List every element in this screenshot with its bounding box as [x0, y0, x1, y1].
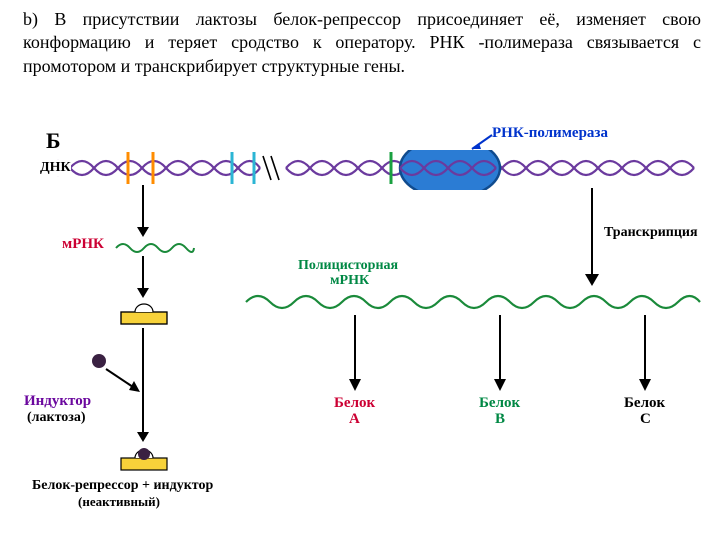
protein-c-top: Белок: [624, 395, 665, 412]
inductor-merge-arrow: [100, 365, 146, 399]
protein-a-arrow: [345, 315, 365, 393]
protein-b-top: Белок: [479, 395, 520, 412]
transcription-label: Транскрипция: [604, 225, 698, 241]
poly-mrna-wave: [244, 290, 704, 314]
repressor2-shape: [119, 444, 169, 474]
mrnk-label: мРНК: [62, 236, 104, 253]
rnk-poly-label: РНК-полимераза: [492, 125, 608, 142]
repressor-label-bot: (неактивный): [78, 494, 160, 510]
protein-b-arrow: [490, 315, 510, 393]
to-repressor1-arrow: [133, 256, 153, 300]
header-text: b) В присутствии лактозы белок-репрессор…: [23, 8, 701, 78]
protein-a-bot: А: [349, 411, 360, 428]
transcription-arrow: [580, 188, 604, 288]
poly-mrnk-bot: мРНК: [330, 273, 369, 289]
protein-c-bot: С: [640, 411, 651, 428]
repressor-label-top: Белок-репрессор + индуктор: [32, 478, 213, 494]
dnk-label: ДНК: [40, 160, 71, 176]
repressor1-shape: [119, 300, 169, 326]
protein-c-arrow: [635, 315, 655, 393]
mrnk-arrow: [133, 185, 153, 240]
mrnk-short-wave: [114, 240, 196, 256]
inductor-label-top: Индуктор: [24, 393, 91, 410]
protein-b-bot: В: [495, 411, 505, 428]
poly-mrnk-top: Полицисторная: [298, 258, 398, 274]
inductor-label-bot: (лактоза): [27, 410, 86, 426]
dna-helix: [0, 150, 720, 190]
protein-a-top: Белок: [334, 395, 375, 412]
